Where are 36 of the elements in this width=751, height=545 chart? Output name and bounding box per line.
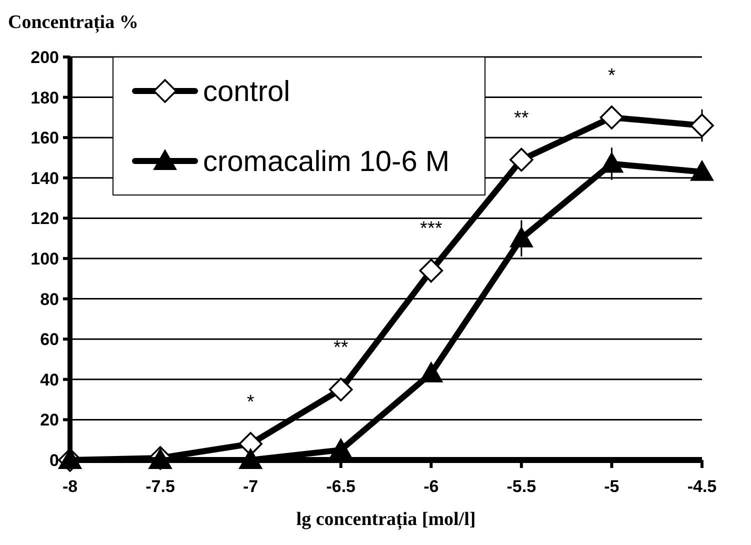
y-tick-label: 80 — [40, 290, 59, 309]
point — [690, 114, 714, 138]
annotation: ** — [333, 337, 349, 358]
point — [328, 378, 353, 402]
y-tick-label: 0 — [50, 450, 59, 470]
y-axis-title: Concentrația % — [8, 12, 138, 33]
legend-label: control — [203, 76, 290, 108]
x-tick-label: -5.5 — [506, 477, 536, 496]
y-tick-label: 140 — [30, 168, 59, 188]
x-tick-label: -6 — [424, 477, 439, 496]
y-tick-label: 40 — [40, 370, 59, 390]
point — [238, 448, 263, 469]
y-tick-label: 180 — [30, 88, 59, 108]
annotation: ** — [514, 108, 530, 129]
y-tick-label: 120 — [30, 209, 59, 228]
x-tick-label: -5 — [604, 477, 620, 496]
y-tick-label: 20 — [40, 410, 59, 430]
annotation: *** — [420, 218, 443, 240]
y-tick-label: 100 — [30, 249, 59, 268]
point — [509, 226, 534, 248]
annotation: * — [608, 65, 616, 86]
x-tick-label: -7.5 — [146, 477, 175, 496]
y-tick-label: 200 — [30, 48, 59, 67]
y-tick-label: 60 — [40, 330, 59, 350]
legend-label: cromacalim 10-6 M — [203, 146, 450, 178]
x-tick-label: -8 — [62, 477, 78, 496]
x-tick-label: -6.5 — [326, 477, 356, 496]
annotation: * — [246, 392, 255, 413]
x-tick-label: -4.5 — [687, 477, 717, 496]
point — [600, 106, 624, 130]
y-tick-label: 160 — [30, 128, 59, 148]
point — [419, 258, 444, 282]
point — [690, 160, 714, 181]
point — [510, 148, 534, 172]
x-tick-label: -7 — [243, 477, 258, 496]
x-axis-title: lg concentrația [mol/l] — [296, 509, 476, 530]
